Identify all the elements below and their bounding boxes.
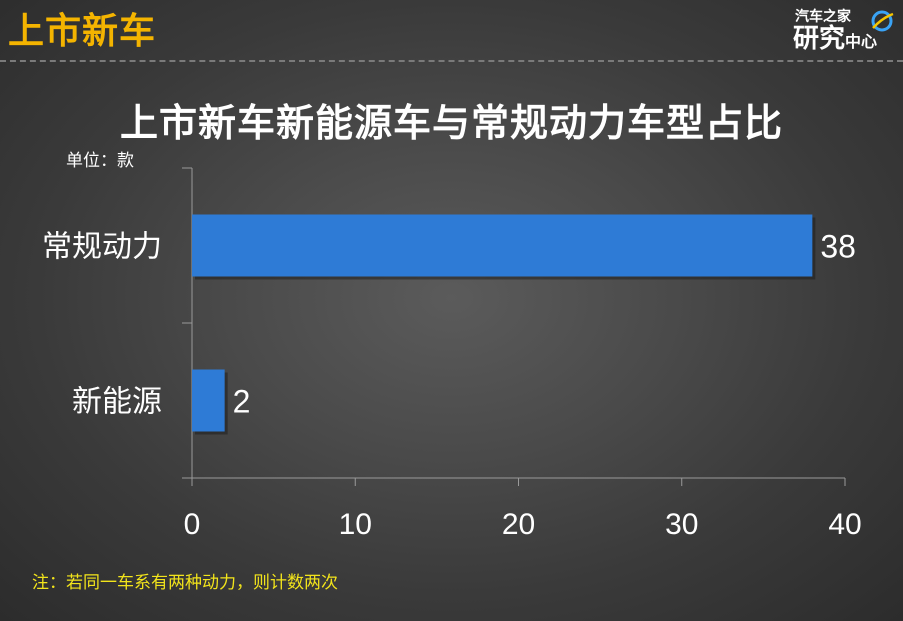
bar — [192, 369, 225, 432]
data-label: 38 — [820, 229, 856, 265]
page-header-title: 上市新车 — [8, 11, 157, 52]
logo-text-small: 中心 — [845, 32, 878, 51]
logo-text-top: 汽车之家 — [795, 9, 851, 25]
bar — [192, 214, 813, 277]
header-divider — [0, 60, 903, 62]
category-label: 常规动力 — [42, 230, 162, 265]
logo-text-bottom: 研究中心 — [793, 24, 877, 57]
footnote: 注：若同一车系有两种动力，则计数两次 — [32, 573, 338, 593]
x-tick-label: 0 — [184, 508, 201, 541]
category-label: 新能源 — [72, 385, 162, 420]
logo-text-big: 研究 — [793, 24, 846, 54]
logo-swirl-icon — [871, 10, 894, 32]
brand-logo: 汽车之家 研究中心 — [789, 4, 897, 58]
unit-label: 单位：款 — [66, 151, 134, 171]
x-tick-label: 30 — [665, 508, 698, 541]
chart-title: 上市新车新能源车与常规动力车型占比 — [119, 101, 783, 145]
x-tick-label: 10 — [339, 508, 372, 541]
data-label: 2 — [233, 384, 251, 420]
x-tick-label: 40 — [828, 508, 861, 541]
x-tick-label: 20 — [502, 508, 535, 541]
